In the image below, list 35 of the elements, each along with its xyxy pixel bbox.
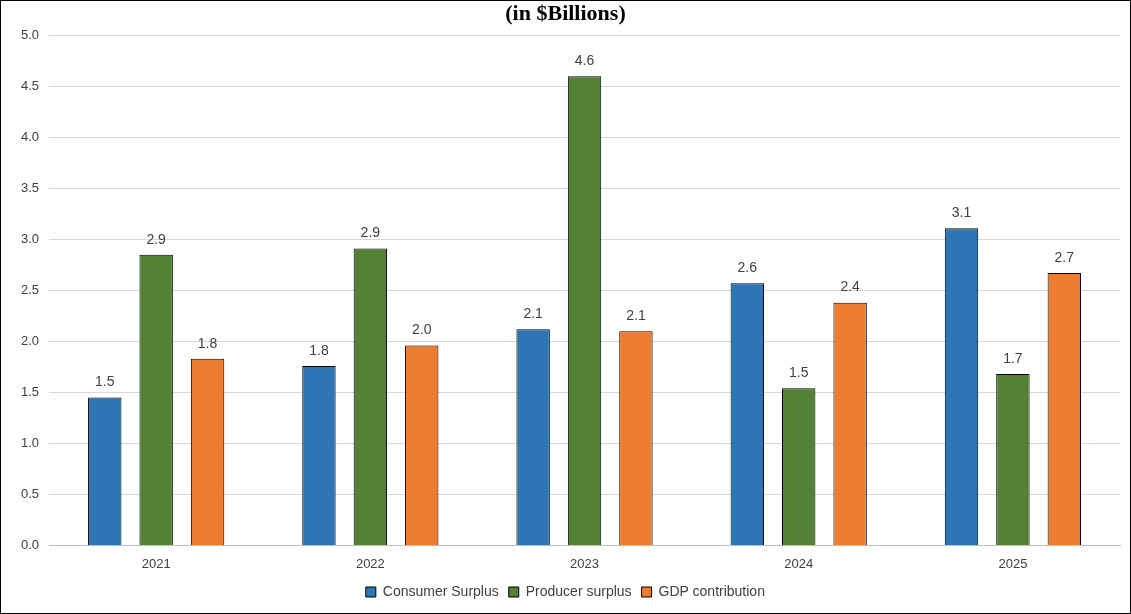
chart-title: (in $Billions) [505,0,626,25]
data-label: 3.1 [951,204,972,221]
y-tick-label: 4.5 [20,77,40,93]
legend-label: Consumer Surplus [382,582,499,599]
data-label: 1.8 [197,334,218,351]
y-tick-label: 0.0 [20,536,40,552]
x-tick-label: 2022 [355,555,385,571]
legend-label: Producer surplus [525,582,632,599]
y-tick-label: 1.5 [20,383,40,399]
data-label: 2.1 [626,307,646,324]
y-tick-label: 2.5 [20,281,40,297]
legend-label: GDP contribution [658,582,765,599]
data-label: 2.6 [737,259,758,276]
data-label: 2.9 [146,230,167,247]
y-tick-label: 2.0 [20,332,40,348]
x-tick-label: 2021 [141,555,171,571]
x-tick-label: 2025 [998,555,1028,571]
data-label: 2.1 [523,305,544,322]
data-label: 1.7 [1003,349,1023,366]
data-label: 2.7 [1054,248,1075,265]
y-tick-label: 4.0 [20,128,40,144]
data-label: 2.4 [840,278,861,295]
y-tick-label: 0.5 [20,485,40,501]
data-label: 1.8 [309,341,329,358]
y-tick-label: 3.5 [20,179,40,195]
data-label: 1.5 [95,373,115,390]
x-tick-label: 2024 [784,555,814,571]
data-label: 2.9 [360,224,381,241]
x-tick-label: 2023 [570,555,599,571]
y-tick-label: 5.0 [20,26,40,42]
data-label: 1.5 [788,364,809,381]
y-tick-label: 1.0 [20,434,40,450]
data-label: 4.6 [574,52,595,69]
data-label: 2.0 [412,321,432,338]
y-tick-label: 3.0 [20,230,40,246]
